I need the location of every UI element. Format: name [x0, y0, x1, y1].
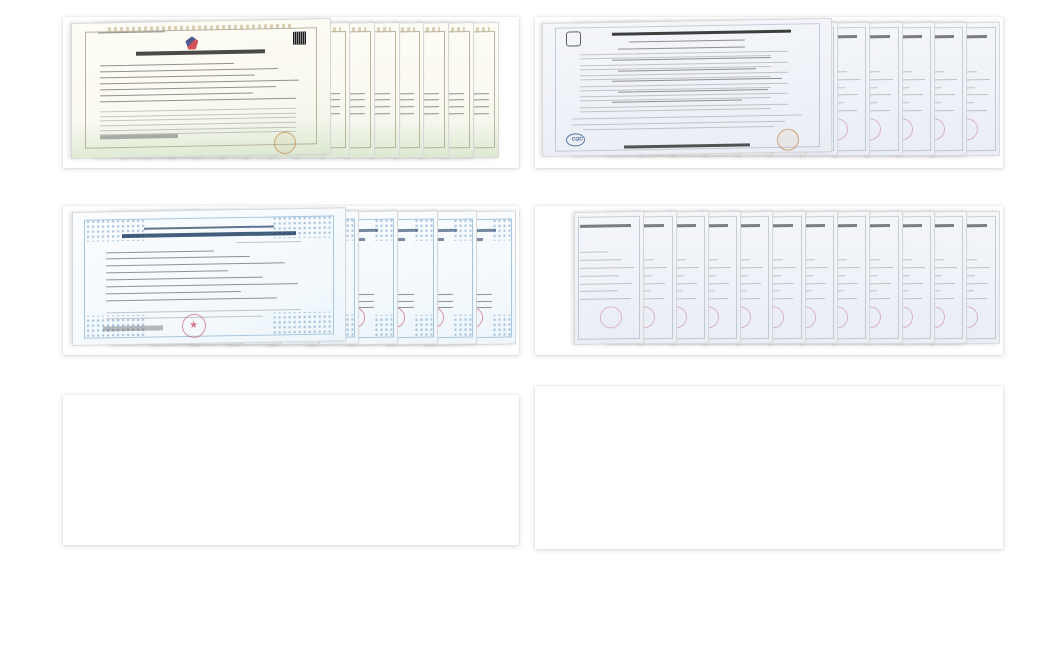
panel-ccc-test-reports: [535, 386, 1003, 549]
panel-ccc-certificates-2: [535, 206, 1003, 355]
certificate-sheet: [574, 210, 645, 345]
panel-software-copyright-certificates: ★★★★★★★★★★: [63, 206, 519, 355]
panel-utility-model-patents: [63, 17, 519, 168]
certificate-fan: [63, 17, 519, 168]
certificate-content: [72, 19, 331, 158]
certificate-sheet-lead: [71, 18, 332, 159]
certificate-fan: ★★★★★★★★★★: [63, 206, 519, 355]
certificate-fan: [535, 386, 1003, 549]
certification-badge-strip: [44, 566, 364, 611]
certificate-sheet-lead: CQC: [542, 17, 833, 158]
certificate-content: ★: [73, 208, 345, 345]
certificate-fan: [63, 395, 519, 545]
panel-international-compliance-certificates: [63, 395, 519, 545]
certificate-content: CQC: [543, 19, 831, 156]
certificate-sheet-lead: ★: [72, 207, 346, 347]
certificate-fan: CQC: [535, 17, 1003, 168]
certificate-fan: [535, 206, 1003, 355]
panel-ccc-certificates: CQC: [535, 17, 1003, 168]
certificate-content: [575, 212, 643, 344]
